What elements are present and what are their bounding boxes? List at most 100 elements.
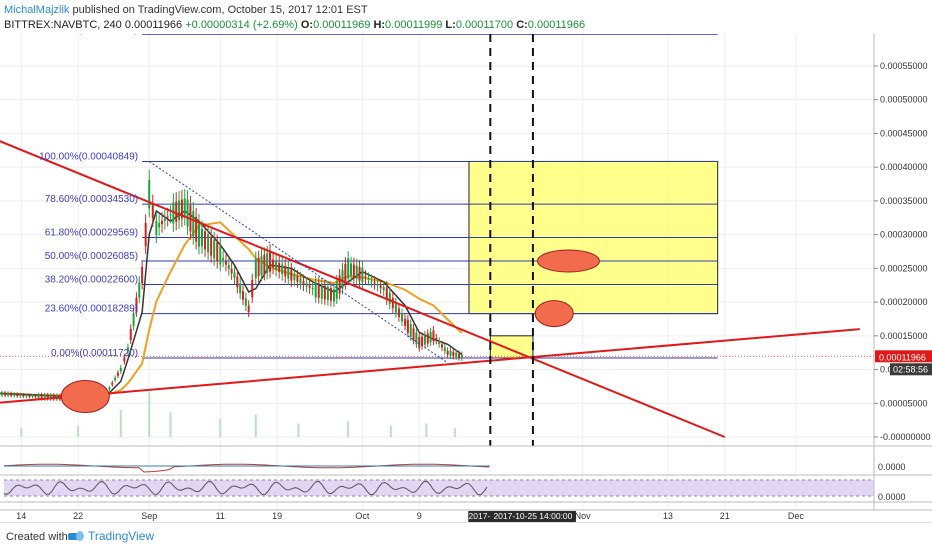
candle [263,254,266,274]
volume-bar [119,410,122,437]
highlight-ellipse[interactable] [60,380,110,414]
candle [460,354,463,358]
time-tick-label: 9 [417,511,422,521]
candle [135,297,138,312]
candle [111,382,114,385]
time-axis[interactable]: 1422Sep1119Oct9Nov1321Dec2017-10-192017-… [0,509,932,522]
candle [314,281,317,298]
candle [308,285,311,288]
candle [299,278,302,284]
candle [251,279,254,298]
candle [207,234,210,253]
tradingview-logo-icon [68,531,84,541]
candle [412,328,415,341]
open-value: 0.00011969 [313,19,371,31]
symbol-label: BITTREX:NAVBTC, 240 [4,19,122,31]
candle [25,395,28,397]
volume-bar [219,419,222,437]
candle [409,324,412,337]
highlight-ellipse[interactable] [536,249,600,273]
low-value: 0.00011700 [455,19,514,31]
candle [287,267,290,279]
candle [429,331,432,343]
candle [455,352,458,357]
author-link[interactable]: MichalMajzlik [4,4,70,16]
candle [423,335,426,345]
candle [344,263,347,284]
candle [10,393,13,396]
price-tick-label: 0.00045000 [880,128,928,138]
candle [43,394,46,400]
candle [7,393,10,396]
time-tick-label: 14 [16,511,26,521]
indicator-axis-label: 0.0000 [878,492,906,502]
time-tick-label: 22 [73,511,83,521]
rsi-band [4,480,874,496]
candle [326,286,329,301]
volume-bar [254,414,257,437]
time-tick-label: Sep [141,511,157,521]
candle [175,201,178,222]
candle [239,283,242,294]
candle [254,258,257,279]
candle [388,292,391,304]
trendline-ascending[interactable] [0,328,860,404]
candle [338,275,341,294]
candle [443,347,446,352]
candle [155,220,158,235]
candle [391,297,394,309]
price-chart[interactable]: 161.80%(0.00059698) 100.00%(0.00040849) 78… [0,34,932,522]
countdown-label: 02:58:56 [893,364,928,374]
volume-bar [347,421,350,437]
candle [379,285,382,288]
price-tick-label: 0.00025000 [880,263,928,273]
candle [158,223,161,228]
candle [108,387,111,390]
moving-average-short [0,209,463,398]
moving-average-long [0,221,463,397]
trendline-descending[interactable] [0,106,726,438]
candle [227,265,230,269]
tradingview-brand[interactable]: TradingView [68,529,154,543]
date-tag[interactable] [489,511,576,522]
price-axis[interactable]: 0.00055000 0.00050000 0.00045000 0.00040000… [873,34,932,510]
candle [458,353,461,358]
price-tick-label: 0.0 [880,365,893,375]
main-pane[interactable] [0,34,874,446]
candle [114,377,117,381]
candle [180,199,183,219]
candle [284,266,287,277]
candle [242,291,245,300]
last-price: 0.00011966 [124,19,183,31]
price-tick-label: -0.00000000 [880,432,931,442]
candle [169,214,172,216]
candle [178,200,181,221]
channel-line[interactable] [148,161,448,364]
candle [317,283,320,298]
candle [216,242,219,262]
candle [222,257,225,261]
candle [19,394,22,397]
candle [126,347,129,352]
candle [404,318,407,326]
candle [1,392,4,396]
price-tag-label: 0.00011966 [879,352,926,362]
price-tag[interactable] [875,350,932,363]
footer: Created with TradingView [0,522,932,551]
volume-bar [389,425,392,437]
candle [213,239,216,259]
candle [260,256,263,276]
entry-zone[interactable] [489,335,534,359]
date-tag-label: 2017-10-25 14:00:00 [493,511,572,521]
candle [34,396,37,398]
highlight-ellipse[interactable] [534,300,574,328]
created-with-label: Created with [6,531,68,543]
candle [275,261,278,270]
close-label: C: [516,19,528,31]
candle [432,330,435,342]
ohlc-legend: BITTREX:NAVBTC, 240 0.00011966 +0.000003… [4,19,585,31]
volume-bar [453,428,456,437]
indicator-line [3,463,490,473]
candle [123,357,126,362]
candle [438,341,441,344]
